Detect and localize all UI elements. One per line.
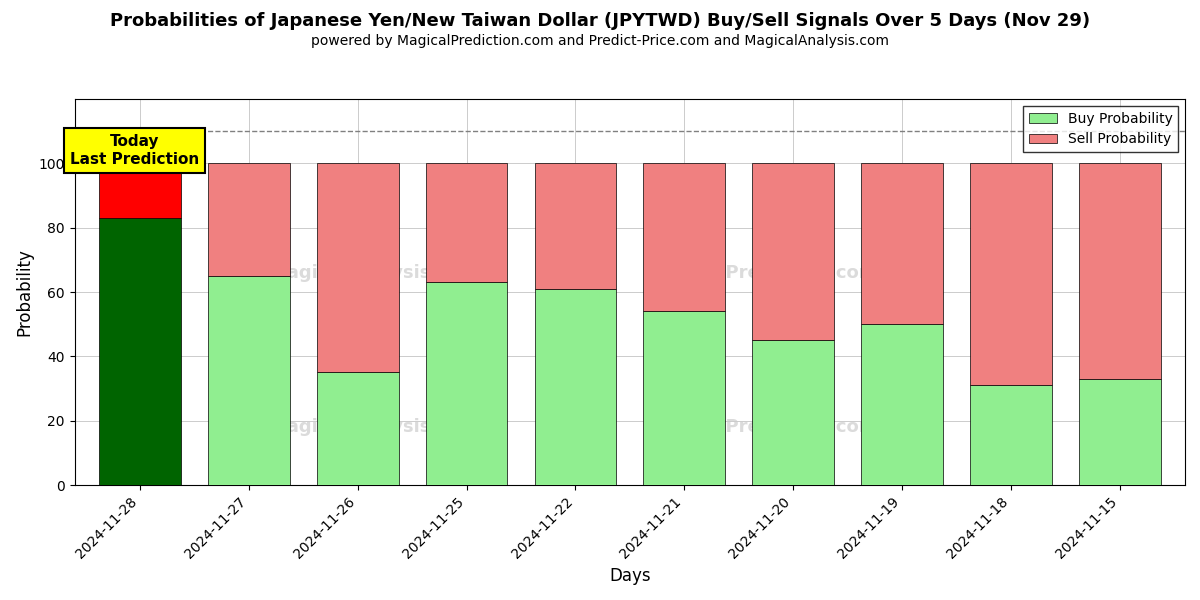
Bar xyxy=(1079,163,1160,379)
Bar xyxy=(970,385,1051,485)
Bar xyxy=(534,163,617,289)
Bar xyxy=(862,163,943,324)
Bar xyxy=(426,163,508,283)
Text: MagicalAnalysis.com: MagicalAnalysis.com xyxy=(270,264,479,282)
Bar xyxy=(643,311,725,485)
Legend: Buy Probability, Sell Probability: Buy Probability, Sell Probability xyxy=(1024,106,1178,152)
Bar xyxy=(208,276,289,485)
Bar xyxy=(426,283,508,485)
Text: Probabilities of Japanese Yen/New Taiwan Dollar (JPYTWD) Buy/Sell Signals Over 5: Probabilities of Japanese Yen/New Taiwan… xyxy=(110,12,1090,30)
Bar xyxy=(100,163,181,218)
Bar xyxy=(208,163,289,276)
Y-axis label: Probability: Probability xyxy=(16,248,34,336)
Text: MagicalAnalysis.com: MagicalAnalysis.com xyxy=(270,418,479,436)
Text: powered by MagicalPrediction.com and Predict-Price.com and MagicalAnalysis.com: powered by MagicalPrediction.com and Pre… xyxy=(311,34,889,48)
Bar xyxy=(317,373,398,485)
Text: Today
Last Prediction: Today Last Prediction xyxy=(70,134,199,167)
Bar xyxy=(317,163,398,373)
Bar xyxy=(862,324,943,485)
Bar xyxy=(970,163,1051,385)
Text: MagicalPrediction.com: MagicalPrediction.com xyxy=(648,264,878,282)
Bar xyxy=(534,289,617,485)
Bar xyxy=(1079,379,1160,485)
X-axis label: Days: Days xyxy=(610,567,650,585)
Bar xyxy=(100,218,181,485)
Text: MagicalPrediction.com: MagicalPrediction.com xyxy=(648,418,878,436)
Bar xyxy=(752,163,834,340)
Bar xyxy=(752,340,834,485)
Bar xyxy=(643,163,725,311)
